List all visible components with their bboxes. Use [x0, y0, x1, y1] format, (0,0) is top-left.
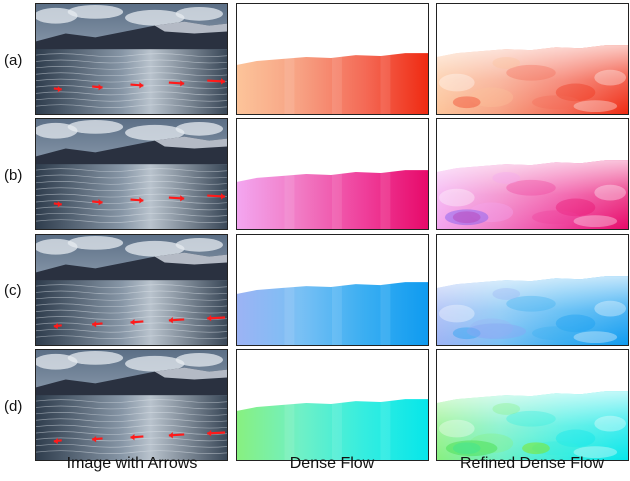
dense-flow-map: [237, 389, 428, 460]
row-label-b: (b): [4, 167, 23, 184]
flow-arrow: [168, 432, 185, 439]
column-label-image: Image with Arrows: [66, 455, 198, 472]
refined-flow-panel-b: [436, 118, 629, 230]
refined-flow-map: [437, 276, 628, 345]
refined-flow-map: [437, 391, 628, 460]
row-label-a: (a): [4, 52, 23, 69]
row-label-d: (d): [4, 398, 23, 415]
flow-arrow: [53, 322, 62, 330]
dense-flow-panel-d: [236, 349, 429, 461]
image-panel-a: [35, 3, 228, 115]
flow-arrow: [92, 435, 103, 443]
image-panel-c: [35, 234, 228, 346]
refined-flow-map: [437, 160, 628, 229]
row-label-c: (c): [4, 282, 22, 299]
flow-arrow: [207, 430, 226, 437]
refined-flow-panel-c: [436, 234, 629, 346]
flow-arrow: [92, 199, 103, 206]
flow-arrow: [207, 193, 226, 200]
flow-arrow: [92, 84, 103, 91]
dense-flow-map: [237, 43, 428, 114]
dense-flow-map: [237, 274, 428, 345]
refined-flow-panel-a: [436, 3, 629, 115]
dense-flow-panel-b: [236, 118, 429, 230]
lake-photo: [36, 350, 227, 460]
lake-photo: [36, 119, 227, 229]
lake-photo: [36, 4, 227, 114]
dense-flow-panel-c: [236, 234, 429, 346]
flow-arrow: [130, 197, 144, 204]
column-label-refined: Refined Dense Flow: [459, 455, 605, 472]
image-panel-d: [35, 349, 228, 461]
dense-flow-panel-a: [236, 3, 429, 115]
flow-arrow: [168, 80, 185, 87]
flow-arrow: [168, 195, 185, 202]
flow-arrow: [92, 320, 103, 328]
flow-arrow: [130, 318, 144, 326]
lake-photo: [36, 235, 227, 345]
refined-flow-map: [437, 45, 628, 114]
refined-flow-panel-d: [436, 349, 629, 461]
flow-arrow: [207, 78, 226, 85]
flow-arrow: [53, 201, 62, 208]
column-label-dense: Dense Flow: [289, 455, 375, 472]
flow-arrow: [130, 433, 144, 441]
image-panel-b: [35, 118, 228, 230]
flow-arrow: [207, 315, 226, 322]
flow-arrow: [53, 86, 62, 93]
flow-arrow: [130, 82, 144, 89]
flow-arrow: [168, 317, 185, 324]
dense-flow-map: [237, 158, 428, 229]
flow-arrow: [53, 437, 62, 445]
